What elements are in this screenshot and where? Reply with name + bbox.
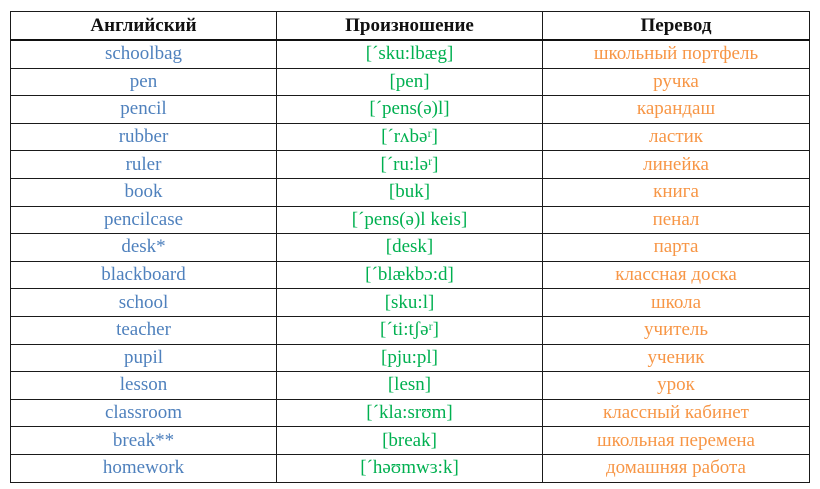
transcription-cell: [buk] [276, 177, 543, 207]
translation-cell: ручка [542, 67, 810, 97]
header-row: Английский Произношение Перевод [10, 11, 810, 41]
transcription-cell: [sku:l] [276, 288, 543, 317]
translation-cell: домашняя работа [542, 453, 810, 483]
table-row: pencilcase [´pens(ə)l keis] пенал [10, 205, 810, 235]
english-word-cell: blackboard [10, 260, 277, 290]
translation-cell: ученик [542, 343, 810, 373]
table-body: schoolbag [´sku:lbæg] школьный портфель pen… [10, 39, 810, 483]
table-row: pencil [´pens(ə)l] карандаш [10, 95, 810, 124]
translation-cell: классный кабинет [542, 398, 810, 428]
transcription-cell: [´ti:tʃəʳ] [276, 315, 543, 345]
translation-cell: ластик [542, 122, 810, 152]
transcription-cell: [´ru:ləʳ] [276, 150, 543, 179]
transcription-cell: [´sku:lbæg] [276, 39, 543, 69]
english-word-cell: teacher [10, 315, 277, 345]
english-word-cell: classroom [10, 398, 277, 428]
english-word-cell: school [10, 288, 277, 317]
table-row: homework [´həʊmwɜ:k] домашняя работа [10, 453, 810, 483]
table-row: pupil [pju:pl] ученик [10, 343, 810, 373]
translation-cell: карандаш [542, 95, 810, 124]
english-word-cell: pencilcase [10, 205, 277, 235]
english-word-cell: desk* [10, 233, 277, 262]
transcription-cell: [´rʌbəʳ] [276, 122, 543, 152]
header-pronunciation: Произношение [276, 11, 543, 41]
table-row: pen [pen] ручка [10, 67, 810, 97]
header-english: Английский [10, 11, 277, 41]
table-row: school [sku:l] школа [10, 288, 810, 317]
transcription-cell: [pju:pl] [276, 343, 543, 373]
vocabulary-table: Английский Произношение Перевод schoolba… [10, 11, 810, 483]
english-word-cell: schoolbag [10, 39, 277, 69]
english-word-cell: rubber [10, 122, 277, 152]
table-row: blackboard [´blækbɔ:d] классная доска [10, 260, 810, 290]
table-row: lesson [lesn] урок [10, 371, 810, 400]
table-row: rubber [´rʌbəʳ] ластик [10, 122, 810, 152]
translation-cell: пенал [542, 205, 810, 235]
table-row: ruler [´ru:ləʳ] линейка [10, 150, 810, 179]
english-word-cell: ruler [10, 150, 277, 179]
english-word-cell: break** [10, 426, 277, 455]
header-translation: Перевод [542, 11, 810, 41]
english-word-cell: homework [10, 453, 277, 483]
translation-cell: классная доска [542, 260, 810, 290]
translation-cell: парта [542, 233, 810, 262]
table-row: teacher [´ti:tʃəʳ] учитель [10, 315, 810, 345]
table-row: classroom [´kla:srʊm] классный кабинет [10, 398, 810, 428]
transcription-cell: [´pens(ə)l keis] [276, 205, 543, 235]
english-word-cell: pen [10, 67, 277, 97]
transcription-cell: [desk] [276, 233, 543, 262]
transcription-cell: [´blækbɔ:d] [276, 260, 543, 290]
english-word-cell: book [10, 177, 277, 207]
table-row: desk* [desk] парта [10, 233, 810, 262]
transcription-cell: [lesn] [276, 371, 543, 400]
translation-cell: школьная перемена [542, 426, 810, 455]
translation-cell: линейка [542, 150, 810, 179]
translation-cell: учитель [542, 315, 810, 345]
translation-cell: школьный портфель [542, 39, 810, 69]
transcription-cell: [´kla:srʊm] [276, 398, 543, 428]
table-row: schoolbag [´sku:lbæg] школьный портфель [10, 39, 810, 69]
translation-cell: школа [542, 288, 810, 317]
english-word-cell: pupil [10, 343, 277, 373]
transcription-cell: [pen] [276, 67, 543, 97]
table-row: book [buk] книга [10, 177, 810, 207]
english-word-cell: pencil [10, 95, 277, 124]
table-row: break** [break] школьная перемена [10, 426, 810, 455]
table-header: Английский Произношение Перевод [10, 11, 810, 41]
transcription-cell: [break] [276, 426, 543, 455]
english-word-cell: lesson [10, 371, 277, 400]
transcription-cell: [´həʊmwɜ:k] [276, 453, 543, 483]
translation-cell: урок [542, 371, 810, 400]
transcription-cell: [´pens(ə)l] [276, 95, 543, 124]
translation-cell: книга [542, 177, 810, 207]
